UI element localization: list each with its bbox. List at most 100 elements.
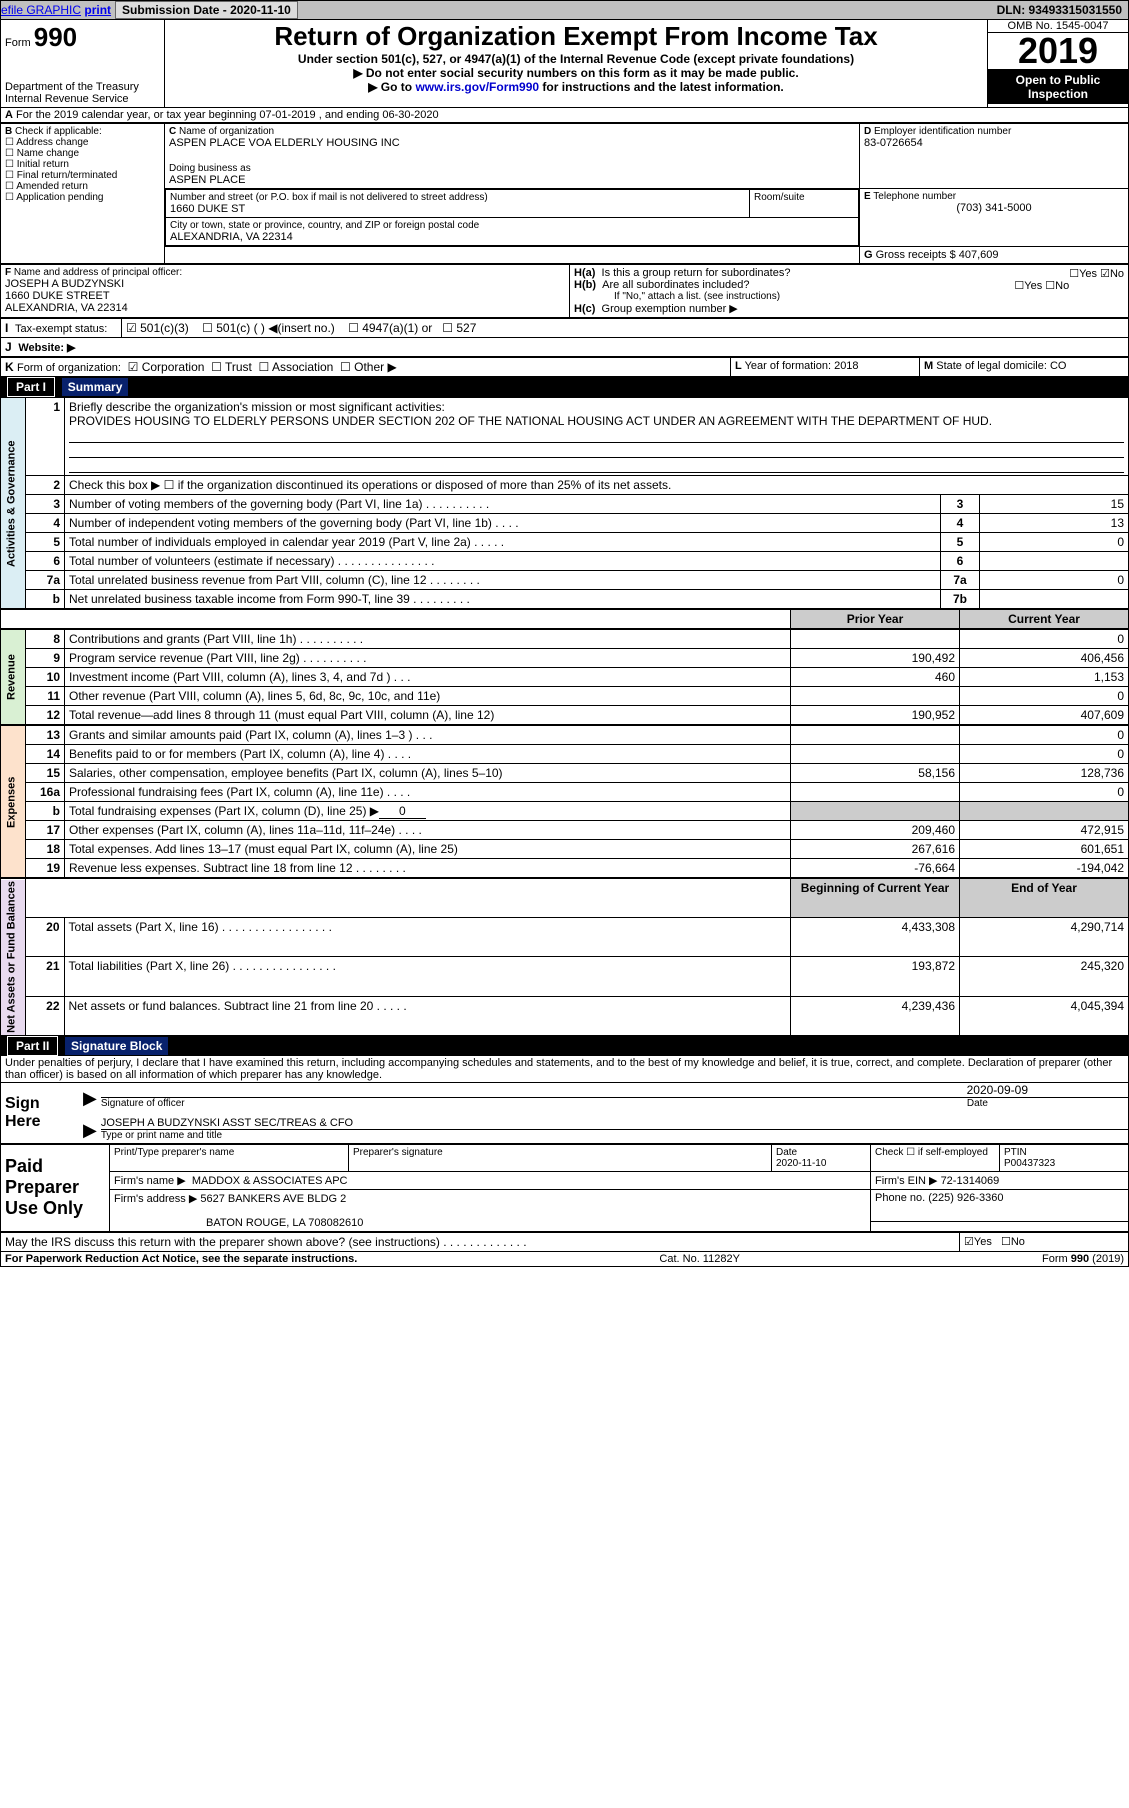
- firm-ein-label: Firm's EIN ▶: [875, 1175, 938, 1187]
- ptin-label: PTIN: [1004, 1147, 1027, 1158]
- b-terminated: Final return/terminated: [17, 170, 118, 181]
- exp-18: Total expenses. Add lines 13–17 (must eq…: [65, 840, 791, 859]
- top-bar: efile GRAPHIC print Submission Date - 20…: [0, 0, 1129, 20]
- p1-v4: 13: [980, 514, 1129, 533]
- exp-c19: -194,042: [960, 859, 1129, 878]
- submission-date-btn[interactable]: Submission Date - 2020-11-10: [115, 1, 298, 19]
- firm-addr-label: Firm's address ▶: [114, 1193, 197, 1205]
- firm-phone: Phone no. (225) 926-3360: [871, 1189, 1129, 1221]
- exp-p16a: [791, 783, 960, 802]
- exp-16a: Professional fundraising fees (Part IX, …: [65, 783, 791, 802]
- prep-name-label: Print/Type preparer's name: [110, 1144, 349, 1171]
- f-officer-name: JOSEPH A BUDZYNSKI: [5, 278, 565, 290]
- tax-year: 2019: [988, 33, 1128, 70]
- rev-p10: 460: [791, 668, 960, 687]
- under-section: Under section 501(c), 527, or 4947(a)(1)…: [169, 52, 983, 66]
- dln-label: DLN: 93493315031550: [997, 3, 1128, 17]
- j-website: Website: ▶: [18, 342, 75, 354]
- p1-q4: Number of independent voting members of …: [65, 514, 941, 533]
- form-header: Form 990 Department of the Treasury Inte…: [0, 20, 1129, 108]
- rev-c8: 0: [960, 630, 1129, 649]
- c-org-name: ASPEN PLACE VOA ELDERLY HOUSING INC: [169, 137, 855, 149]
- paid-preparer-label: Paid Preparer Use Only: [1, 1144, 110, 1231]
- m-state: State of legal domicile: CO: [936, 360, 1066, 372]
- exp-17: Other expenses (Part IX, column (A), lin…: [65, 821, 791, 840]
- f-officer-city: ALEXANDRIA, VA 22314: [5, 302, 565, 314]
- prep-date: 2020-11-10: [776, 1158, 826, 1169]
- period-a-text: For the 2019 calendar year, or tax year …: [16, 109, 439, 121]
- firm-ein: 72-1314069: [941, 1175, 1000, 1187]
- sign-here-block: Sign Here ▶ 2020-09-09 Signature of offi…: [0, 1082, 1129, 1144]
- k-corp: Corporation: [142, 360, 205, 374]
- irs-label: Internal Revenue Service: [5, 93, 160, 105]
- p1-q6: Total number of volunteers (estimate if …: [65, 552, 941, 571]
- sig-declaration: Under penalties of perjury, I declare th…: [0, 1056, 1129, 1082]
- d-ein: 83-0726654: [864, 137, 1124, 149]
- exp-c14: 0: [960, 745, 1129, 764]
- col-prior: Prior Year: [791, 610, 960, 629]
- e-phone-label: Telephone number: [873, 191, 956, 202]
- side-expenses: Expenses: [1, 726, 26, 878]
- sig-typeprint: Type or print name and title: [101, 1130, 1128, 1141]
- p1-v6: [980, 552, 1129, 571]
- net-b20: 4,433,308: [791, 918, 960, 957]
- p1-q7b: Net unrelated business taxable income fr…: [65, 590, 941, 609]
- b-name-change: Name change: [17, 148, 79, 159]
- p1-q1-label: Briefly describe the organization's miss…: [69, 400, 445, 414]
- net-header: Net Assets or Fund Balances Beginning of…: [0, 878, 1129, 1036]
- net-e20: 4,290,714: [960, 918, 1129, 957]
- exp-19: Revenue less expenses. Subtract line 18 …: [65, 859, 791, 878]
- exp-c13: 0: [960, 726, 1129, 745]
- line-a: A For the 2019 calendar year, or tax yea…: [0, 108, 1129, 123]
- exp-c17: 472,915: [960, 821, 1129, 840]
- sig-date: 2020-09-09: [101, 1083, 1128, 1098]
- p1-v3: 15: [980, 495, 1129, 514]
- g-gross: Gross receipts $ 407,609: [876, 249, 999, 261]
- print-link[interactable]: print: [84, 3, 111, 17]
- rev-c12: 407,609: [960, 706, 1129, 725]
- ha-yes: Yes: [1079, 268, 1097, 280]
- efile-link[interactable]: efile GRAPHIC: [1, 3, 81, 17]
- i-label: Tax-exempt status:: [15, 323, 107, 335]
- part1-header: Part I Summary: [0, 377, 1129, 397]
- d-ein-label: Employer identification number: [874, 126, 1011, 137]
- part1-title: Summary: [62, 378, 129, 396]
- exp-b-val: 0: [379, 804, 426, 819]
- rev-p8: [791, 630, 960, 649]
- col-current: Current Year: [960, 610, 1129, 629]
- p1-q5: Total number of individuals employed in …: [65, 533, 941, 552]
- i-4947: 4947(a)(1) or: [362, 321, 432, 335]
- k-label: Form of organization:: [17, 362, 121, 374]
- rev-p11: [791, 687, 960, 706]
- c-dba-label: Doing business as: [169, 163, 855, 174]
- identity-block: B Check if applicable: ☐ Address change …: [0, 123, 1129, 264]
- sig-officer-label: Signature of officer: [101, 1098, 185, 1109]
- exp-15: Salaries, other compensation, employee b…: [65, 764, 791, 783]
- revenue-table: Revenue 8Contributions and grants (Part …: [0, 629, 1129, 725]
- ha-no: No: [1110, 268, 1124, 280]
- ptin: P00437323: [1004, 1158, 1055, 1169]
- sig-date-label: Date: [967, 1098, 1128, 1109]
- rev-c9: 406,456: [960, 649, 1129, 668]
- sig-officer-name: JOSEPH A BUDZYNSKI ASST SEC/TREAS & CFO: [101, 1117, 1128, 1130]
- c-room-label: Room/suite: [750, 190, 859, 218]
- goto-link[interactable]: www.irs.gov/Form990: [415, 80, 539, 94]
- b-amended: Amended return: [16, 181, 88, 192]
- rev-c10: 1,153: [960, 668, 1129, 687]
- p1-v7a: 0: [980, 571, 1129, 590]
- c-dba: ASPEN PLACE: [169, 174, 855, 186]
- i-527: 527: [456, 321, 476, 335]
- exp-c15: 128,736: [960, 764, 1129, 783]
- i-501c: 501(c) ( ) ◀(insert no.): [216, 321, 335, 335]
- discuss-row: May the IRS discuss this return with the…: [0, 1232, 1129, 1252]
- p1-q3: Number of voting members of the governin…: [65, 495, 941, 514]
- exp-p14: [791, 745, 960, 764]
- self-employed: Check ☐ if self-employed: [871, 1144, 1000, 1171]
- hb-label: Are all subordinates included?: [602, 279, 749, 291]
- hb-note: If "No," attach a list. (see instruction…: [574, 291, 1124, 302]
- i-j-block: I Tax-exempt status: ☑ 501(c)(3) ☐ 501(c…: [0, 318, 1129, 357]
- c-city: ALEXANDRIA, VA 22314: [170, 231, 293, 243]
- open-inspection: Open to Public Inspection: [988, 70, 1128, 104]
- b-app-pending: Application pending: [16, 192, 103, 203]
- p1-q2: Check this box ▶ ☐ if the organization d…: [65, 476, 1129, 495]
